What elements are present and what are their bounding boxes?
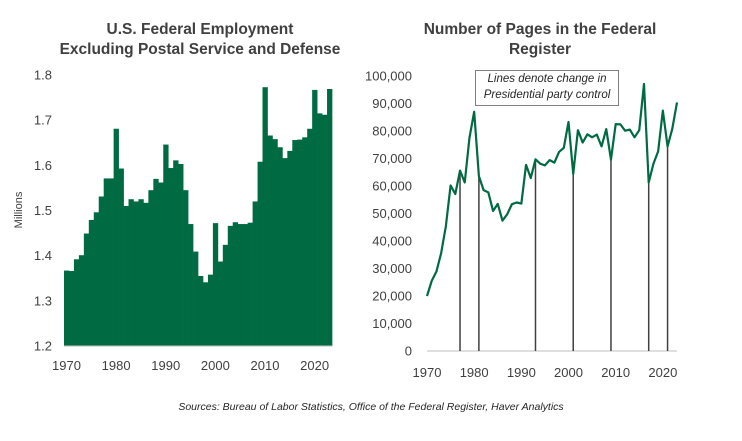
party-change-note-line2: Presidential party control [483,89,611,101]
right-y-tick-label: 50,000 [372,206,412,221]
bar-2015 [287,150,293,346]
bar-1997 [198,275,204,346]
bar-1980 [113,128,119,346]
bar-2004 [232,222,239,346]
party-change-note: Lines denote change in Presidential part… [475,70,619,106]
left-y-tick-label: 1.2 [34,339,52,354]
bar-1992 [173,160,179,346]
right-y-tick-label: 10,000 [372,316,412,331]
right-y-tick-label: 80,000 [372,124,412,139]
bar-2016 [292,140,298,346]
bar-1994 [183,190,189,346]
bar-1972 [73,259,80,346]
bar-2010 [262,87,268,346]
right-chart-title: Number of Pages in the Federal Register [390,20,690,60]
right-chart-title-line1: Number of Pages in the Federal [423,21,657,38]
employment-bar-chart: 1.2 1.3 1.4 1.5 1.6 1.7 1.8 1970 1980 1990 2000 201… [13,68,333,373]
left-chart-title-line1: U.S. Federal Employment [106,21,294,38]
bar-2003 [227,225,234,346]
bar-2012 [272,139,278,346]
bar-2019 [307,128,313,346]
left-x-tick-label: 2020 [300,358,329,373]
right-y-tick-label: 40,000 [372,234,412,249]
bar-1977 [98,196,105,346]
bar-2018 [302,137,308,346]
bar-1976 [93,212,100,346]
bar-1999 [207,274,214,346]
bar-1975 [88,219,95,346]
party-change-note-line1: Lines denote change in [487,73,607,85]
bar-1989 [158,182,164,346]
right-x-tick-label: 1990 [507,365,536,380]
right-y-tick-label: 90,000 [372,96,412,111]
right-y-tick-label: 70,000 [372,151,412,166]
left-x-tick-label: 2000 [201,358,230,373]
bar-2013 [277,147,283,346]
right-x-tick-label: 2010 [601,365,630,380]
bar-1991 [168,168,174,346]
bar-1990 [163,144,169,346]
right-y-tick-label: 60,000 [372,179,412,194]
bar-2001 [217,261,224,346]
right-x-tick-label: 2020 [648,365,677,380]
bar-1993 [178,163,184,346]
right-x-tick-label: 1980 [460,365,489,380]
bar-1981 [118,168,124,346]
left-x-tick-label: 2010 [251,358,280,373]
bar-2009 [257,161,263,346]
right-y-tick-label: 20,000 [372,289,412,304]
bar-2008 [252,201,258,346]
bar-1987 [148,190,154,346]
source-note: Sources: Bureau of Labor Statistics, Off… [178,401,564,413]
left-y-tick-label: 1.6 [34,158,52,173]
bar-1970 [64,270,70,346]
bar-2007 [247,222,253,346]
right-x-tick-label: 2000 [554,365,583,380]
bar-2022 [322,114,328,346]
right-chart-title-line2: Register [508,41,572,58]
bar-1982 [123,205,129,346]
left-y-axis-label: Millions [13,191,25,228]
bar-2005 [237,224,244,346]
bar-1984 [133,201,139,346]
bar-1985 [138,199,144,346]
bar-2011 [267,135,273,346]
bar-1973 [78,255,85,346]
bar-1971 [68,271,75,346]
right-x-tick-label: 1970 [413,365,442,380]
bar-1996 [193,251,199,346]
bar-2020 [312,89,318,346]
right-y-tick-label: 30,000 [372,261,412,276]
pages-series-line [425,82,679,297]
left-y-tick-label: 1.3 [34,293,52,308]
bar-1986 [143,202,149,346]
bar-1979 [108,178,114,346]
bar-2002 [222,244,229,346]
federal-register-line-chart: 0 10,000 20,000 30,000 40,000 50,000 60,000 70,… [365,69,679,380]
left-y-tick-label: 1.4 [34,248,52,263]
bar-1998 [202,282,209,346]
bar-1995 [188,224,194,346]
bar-2000 [212,223,219,346]
right-y-tick-label: 0 [405,344,412,359]
left-chart-title-line2: Excluding Postal Service and Defense [59,41,341,58]
bar-2021 [317,113,323,346]
bar-1983 [128,199,134,346]
left-x-tick-label: 1970 [52,358,81,373]
bar-2006 [242,224,248,346]
bar-2017 [297,139,303,346]
left-y-tick-label: 1.8 [34,68,52,83]
right-y-tick-label: 100,000 [365,69,412,84]
left-chart-title: U.S. Federal Employment Excluding Postal… [40,20,360,60]
left-x-tick-label: 1980 [102,358,131,373]
left-y-tick-label: 1.7 [34,113,52,128]
left-y-tick-label: 1.5 [34,203,52,218]
left-x-tick-label: 1990 [151,358,180,373]
bar-2023 [327,89,333,346]
bar-1974 [83,233,90,346]
bar-1978 [103,178,110,346]
bar-2014 [282,158,288,346]
bar-1988 [153,178,159,346]
